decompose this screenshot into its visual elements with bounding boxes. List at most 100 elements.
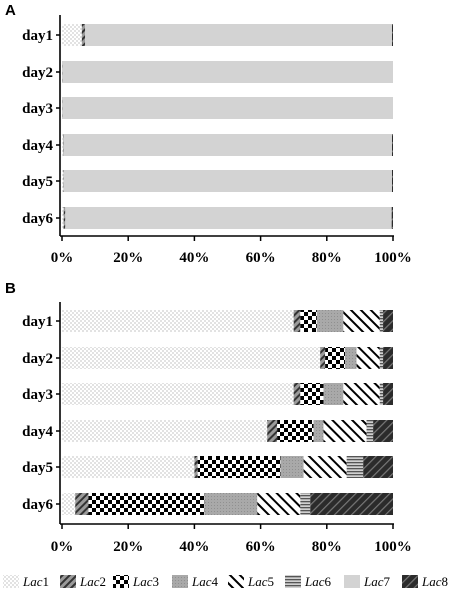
panel-b-bar-day5-lac4	[280, 456, 304, 478]
panel-a-bar-day4-lac1	[62, 134, 63, 156]
panel-a-xtick-label: 0%	[51, 250, 74, 266]
panel-a-xtick-label: 80%	[312, 250, 342, 266]
panel-b-bar-day1-lac3	[300, 310, 317, 332]
panel-a-bar-day2-lac1	[62, 61, 63, 83]
panel-a: A day1 day2 day3 day4 day5 day6 0% 20% 40% 60% 80%…	[5, 2, 412, 266]
panel-b-category-label: day1	[22, 314, 53, 330]
panel-b-bar-day1-lac6	[379, 310, 384, 332]
legend-swatch-lac4	[172, 575, 188, 588]
panel-b-bar-day5-lac5	[303, 456, 347, 478]
legend-swatch-lac8	[402, 575, 418, 588]
panel-a-category-label: day3	[22, 101, 53, 117]
panel-b-bar-day2-lac4	[345, 347, 357, 369]
panel-b-xtick-label: 100%	[374, 539, 412, 555]
panel-a-bar-day1-lac8	[392, 24, 393, 46]
legend-label-lac7: Lac7	[363, 574, 391, 589]
panel-b-bar-day2-lac6	[379, 347, 384, 369]
panel-b-bar-day5-lac3	[197, 456, 281, 478]
panel-a-xtick-label: 60%	[246, 250, 276, 266]
panel-b-bar-day1-lac8	[383, 310, 393, 332]
panel-b-bar-day5-lac6	[346, 456, 364, 478]
panel-b-bar-day4-lac8	[373, 420, 393, 442]
panel-b-category-label: day6	[22, 497, 53, 513]
legend-swatch-lac2	[60, 575, 76, 588]
panel-a-bar-day1-lac2	[81, 24, 86, 46]
panel-a-bar-day3-lac7	[62, 97, 393, 119]
panel-b-category-label: day5	[22, 460, 53, 476]
panel-b-bar-day3-lac6	[379, 383, 384, 405]
panel-b-xtick-label: 60%	[246, 539, 276, 555]
panel-a-bar-day6-lac1	[62, 207, 64, 229]
panel-b-xtick-label: 0%	[51, 539, 74, 555]
legend-label-lac3: Lac3	[132, 574, 159, 589]
panel-a-category-label: day4	[22, 138, 53, 154]
panel-a-bar-day4-lac8	[392, 134, 393, 156]
panel-a-category-label: day6	[22, 211, 53, 227]
panel-b-bar-day2-lac8	[383, 347, 393, 369]
panel-b-xtick-label: 40%	[179, 539, 209, 555]
panel-a-bar-day5-lac1	[62, 170, 64, 192]
panel-a-xtick-label: 40%	[179, 250, 209, 266]
panel-b-bar-day6-lac1	[62, 493, 76, 515]
panel-b-category-label: day2	[22, 351, 53, 367]
panel-a-category-label: day2	[22, 65, 53, 81]
legend-label-lac4: Lac4	[191, 574, 219, 589]
panel-b-bar-day1-lac1	[62, 310, 294, 332]
panel-b-bar-day1-lac5	[343, 310, 380, 332]
panel-b-xtick-label: 80%	[312, 539, 342, 555]
panel-b-category-label: day4	[22, 424, 53, 440]
legend-swatch-lac5	[228, 575, 244, 588]
panel-b-bar-day1-lac4	[316, 310, 344, 332]
legend-swatch-lac7	[344, 575, 360, 588]
panel-a-bar-day5-lac2	[63, 170, 65, 192]
panel-b: B day1 day2 day3 day4 day5 day6 0% 20% 40% 60% 80%…	[5, 280, 412, 555]
panel-a-bar-day4-lac7	[63, 134, 392, 156]
panel-b-bar-day5-lac1	[62, 456, 195, 478]
panel-b-bar-day4-lac5	[323, 420, 367, 442]
panel-b-bar-day2-lac1	[62, 347, 321, 369]
panel-b-bar-day1-lac2	[293, 310, 301, 332]
legend-swatch-lac6	[285, 575, 301, 588]
panel-b-bar-day6-lac8	[310, 493, 393, 515]
panel-a-category-label: day5	[22, 174, 53, 190]
panel-b-bar-day3-lac5	[343, 383, 380, 405]
panel-b-bar-day2-lac2	[320, 347, 326, 369]
panel-a-bar-day1-lac7	[85, 24, 393, 46]
panel-a-xtick-label: 100%	[374, 250, 412, 266]
panel-b-bar-day2-lac3	[325, 347, 345, 369]
legend-label-lac6: Lac6	[304, 574, 332, 589]
panel-a-category-label: day1	[22, 28, 53, 44]
panel-b-bar-day4-lac6	[366, 420, 374, 442]
legend-label-lac5: Lac5	[247, 574, 274, 589]
chart-legend: Lac1 Lac2 Lac3 Lac4 Lac5 Lac6 Lac7 Lac8	[3, 574, 448, 589]
panel-b-bar-day5-lac2	[194, 456, 198, 478]
panel-b-label: B	[5, 280, 16, 297]
legend-label-lac2: Lac2	[79, 574, 106, 589]
panel-b-bar-day3-lac3	[300, 383, 324, 405]
panel-b-bar-day3-lac2	[293, 383, 301, 405]
panel-a-bar-day5-lac8	[392, 170, 393, 192]
panel-b-bar-day3-lac8	[383, 383, 393, 405]
panel-b-bar-day4-lac2	[267, 420, 278, 442]
panel-a-label: A	[5, 2, 16, 19]
panel-b-bar-day3-lac1	[62, 383, 294, 405]
panel-b-bar-day4-lac1	[62, 420, 268, 442]
panel-a-bar-day6-lac8	[391, 207, 393, 229]
panel-a-bar-day2-lac2	[62, 61, 63, 83]
panel-a-bar-day2-lac7	[62, 61, 393, 83]
panel-a-bar-day4-lac2	[62, 134, 64, 156]
panel-b-bar-day5-lac8	[363, 456, 393, 478]
panel-a-bar-day3-lac2	[62, 97, 63, 119]
panel-a-bar-day3-lac1	[62, 97, 63, 119]
legend-label-lac8: Lac8	[421, 574, 448, 589]
panel-b-bar-day2-lac5	[356, 347, 380, 369]
panel-a-bar-day1-lac1	[62, 24, 82, 46]
panel-b-bar-day6-lac4	[204, 493, 258, 515]
panel-a-bar-day5-lac7	[63, 170, 393, 192]
panel-b-bar-day4-lac3	[277, 420, 314, 442]
panel-b-category-label: day3	[22, 387, 53, 403]
panel-b-bar-day6-lac6	[300, 493, 311, 515]
legend-label-lac1: Lac1	[22, 574, 49, 589]
panel-a-bar-day6-lac7	[65, 207, 392, 229]
